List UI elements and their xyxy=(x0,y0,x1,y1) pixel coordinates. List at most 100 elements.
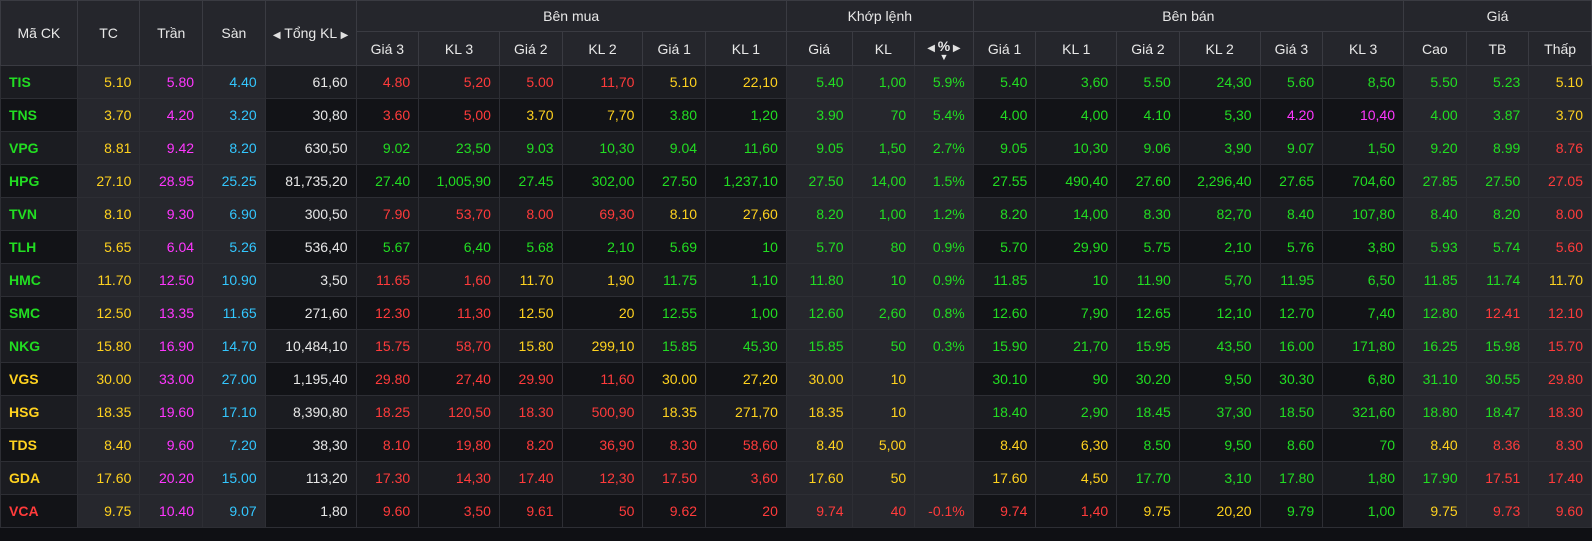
table-cell: 9.60 xyxy=(355,494,420,528)
table-cell: 5.40 xyxy=(972,65,1037,99)
col-header-match-1[interactable]: KL xyxy=(851,31,916,66)
stock-symbol[interactable]: TNS xyxy=(0,98,78,132)
col-header-sell-3[interactable]: KL 2 xyxy=(1178,31,1261,66)
table-row[interactable]: VPG 8.81 9.42 8.20 630,50 9.02 23,50 9.03 10,30 9… xyxy=(0,131,1592,165)
table-cell: 3.70 xyxy=(76,98,141,132)
stock-symbol[interactable]: HPG xyxy=(0,164,78,198)
col-header-buy-0[interactable]: Giá 3 xyxy=(355,31,420,66)
table-row[interactable]: HPG 27.10 28.95 25.25 81,735,20 27.40 1,005,90… xyxy=(0,164,1592,198)
col-header-floor[interactable]: Sàn xyxy=(202,0,266,66)
col-header-buy-1[interactable]: KL 3 xyxy=(418,31,500,66)
stock-symbol[interactable]: TLH xyxy=(0,230,78,264)
table-cell: 18.45 xyxy=(1116,395,1180,429)
stock-symbol[interactable]: HMC xyxy=(0,263,78,297)
stock-symbol[interactable]: TIS xyxy=(0,65,78,99)
table-cell: 1,005,90 xyxy=(418,164,500,198)
table-row[interactable]: TVN 8.10 9.30 6.90 300,50 7.90 53,70 8.00 69,30 8… xyxy=(0,197,1592,231)
col-header-buy-4[interactable]: Giá 1 xyxy=(642,31,707,66)
col-header-sell-0[interactable]: Giá 1 xyxy=(972,31,1037,66)
col-header-ref[interactable]: TC xyxy=(76,0,141,66)
col-header-buy-5[interactable]: KL 1 xyxy=(705,31,787,66)
table-cell xyxy=(914,362,974,396)
table-cell: 14,00 xyxy=(851,164,916,198)
table-cell: 11.65 xyxy=(202,296,266,330)
table-row[interactable]: TIS 5.10 5.80 4.40 61,60 4.80 5,20 5.00 11,70 5.1… xyxy=(0,65,1592,99)
table-cell: 80 xyxy=(851,230,916,264)
table-cell: 271,60 xyxy=(264,296,357,330)
col-header-match-percent[interactable]: ◀ % ▶ ▼ xyxy=(914,31,974,66)
col-header-symbol[interactable]: Mã CK xyxy=(0,0,78,66)
stock-symbol[interactable]: TVN xyxy=(0,197,78,231)
stock-symbol[interactable]: GDA xyxy=(0,461,78,495)
group-header-price: Giá xyxy=(1403,0,1592,32)
table-cell: 5.9% xyxy=(914,65,974,99)
table-cell: 4.00 xyxy=(1403,98,1467,132)
col-header-ceiling[interactable]: Trần xyxy=(139,0,204,66)
caret-left-icon[interactable]: ◀ xyxy=(927,42,938,54)
table-cell: 18.25 xyxy=(355,395,420,429)
col-header-price-1[interactable]: TB xyxy=(1465,31,1530,66)
col-header-total-volume[interactable]: ◀ Tổng KL ▶ xyxy=(264,0,357,66)
table-row[interactable]: VCA 9.75 10.40 9.07 1,80 9.60 3,50 9.61 50 9.62 20… xyxy=(0,494,1592,528)
table-row[interactable]: TNS 3.70 4.20 3.20 30,80 3.60 5,00 3.70 7,70 3.80… xyxy=(0,98,1592,132)
table-cell: 8.40 xyxy=(785,428,853,462)
table-cell: 1,00 xyxy=(851,65,916,99)
col-header-match-0[interactable]: Giá xyxy=(785,31,853,66)
col-header-price-0[interactable]: Cao xyxy=(1403,31,1467,66)
sort-desc-icon[interactable]: ▼ xyxy=(939,51,949,62)
table-row[interactable]: NKG 15.80 16.90 14.70 10,484,10 15.75 58,70 15.… xyxy=(0,329,1592,363)
col-header-sell-1[interactable]: KL 1 xyxy=(1035,31,1118,66)
table-cell: 30.00 xyxy=(785,362,853,396)
col-header-sell-5[interactable]: KL 3 xyxy=(1322,31,1405,66)
table-cell: 90 xyxy=(1035,362,1118,396)
stock-symbol[interactable]: VGS xyxy=(0,362,78,396)
col-header-sell-4[interactable]: Giá 3 xyxy=(1259,31,1324,66)
table-cell: 8.10 xyxy=(642,197,707,231)
stock-symbol[interactable]: SMC xyxy=(0,296,78,330)
table-cell: 1,80 xyxy=(264,494,357,528)
col-header-sell-2[interactable]: Giá 2 xyxy=(1116,31,1180,66)
stock-symbol[interactable]: VPG xyxy=(0,131,78,165)
caret-right-icon[interactable]: ▶ xyxy=(950,42,961,54)
table-row[interactable]: SMC 12.50 13.35 11.65 271,60 12.30 11,30 12.50 2… xyxy=(0,296,1592,330)
table-row[interactable]: GDA 17.60 20.20 15.00 113,20 17.30 14,30 17.40 1… xyxy=(0,461,1592,495)
group-header-sell: Bên bán xyxy=(972,0,1405,32)
col-header-buy-3[interactable]: KL 2 xyxy=(561,31,644,66)
table-cell: 4,50 xyxy=(1035,461,1118,495)
stock-symbol[interactable]: NKG xyxy=(0,329,78,363)
table-cell: 3,80 xyxy=(1322,230,1405,264)
stock-symbol[interactable]: TDS xyxy=(0,428,78,462)
table-cell: 19,80 xyxy=(418,428,500,462)
table-cell: 1,237,10 xyxy=(705,164,787,198)
table-row[interactable]: HMC 11.70 12.50 10.90 3,50 11.65 1,60 11.70 1,90… xyxy=(0,263,1592,297)
stock-symbol[interactable]: VCA xyxy=(0,494,78,528)
table-cell: 18.35 xyxy=(76,395,141,429)
table-cell: 11,70 xyxy=(561,65,644,99)
caret-left-icon[interactable]: ◀ xyxy=(272,30,281,41)
table-cell: 5.50 xyxy=(1403,65,1467,99)
table-cell: 11.95 xyxy=(1259,263,1324,297)
table-cell: 15.90 xyxy=(972,329,1037,363)
table-cell: 8.20 xyxy=(202,131,266,165)
table-row[interactable]: HSG 18.35 19.60 17.10 8,390,80 18.25 120,50 18.… xyxy=(0,395,1592,429)
table-cell: 30,80 xyxy=(264,98,357,132)
stock-symbol[interactable]: HSG xyxy=(0,395,78,429)
table-cell: -0.1% xyxy=(914,494,974,528)
table-row[interactable]: TLH 5.65 6.04 5.26 536,40 5.67 6,40 5.68 2,10 5.6… xyxy=(0,230,1592,264)
table-cell: 1,50 xyxy=(1322,131,1405,165)
table-row[interactable]: VGS 30.00 33.00 27.00 1,195,40 29.80 27,40 29.9… xyxy=(0,362,1592,396)
table-cell: 17.60 xyxy=(785,461,853,495)
table-cell: 3.20 xyxy=(202,98,266,132)
table-cell: 2.7% xyxy=(914,131,974,165)
table-cell: 9.75 xyxy=(76,494,141,528)
caret-right-icon[interactable]: ▶ xyxy=(340,30,349,41)
col-header-buy-2[interactable]: Giá 2 xyxy=(498,31,563,66)
table-cell: 6,30 xyxy=(1035,428,1118,462)
table-cell: 20 xyxy=(561,296,644,330)
table-cell: 2,296,40 xyxy=(1178,164,1261,198)
col-header-price-2[interactable]: Thấp xyxy=(1528,31,1592,66)
table-cell: 4.10 xyxy=(1116,98,1180,132)
table-cell: 20 xyxy=(705,494,787,528)
table-cell: 5.26 xyxy=(202,230,266,264)
table-row[interactable]: TDS 8.40 9.60 7.20 38,30 8.10 19,80 8.20 36,90 8.… xyxy=(0,428,1592,462)
